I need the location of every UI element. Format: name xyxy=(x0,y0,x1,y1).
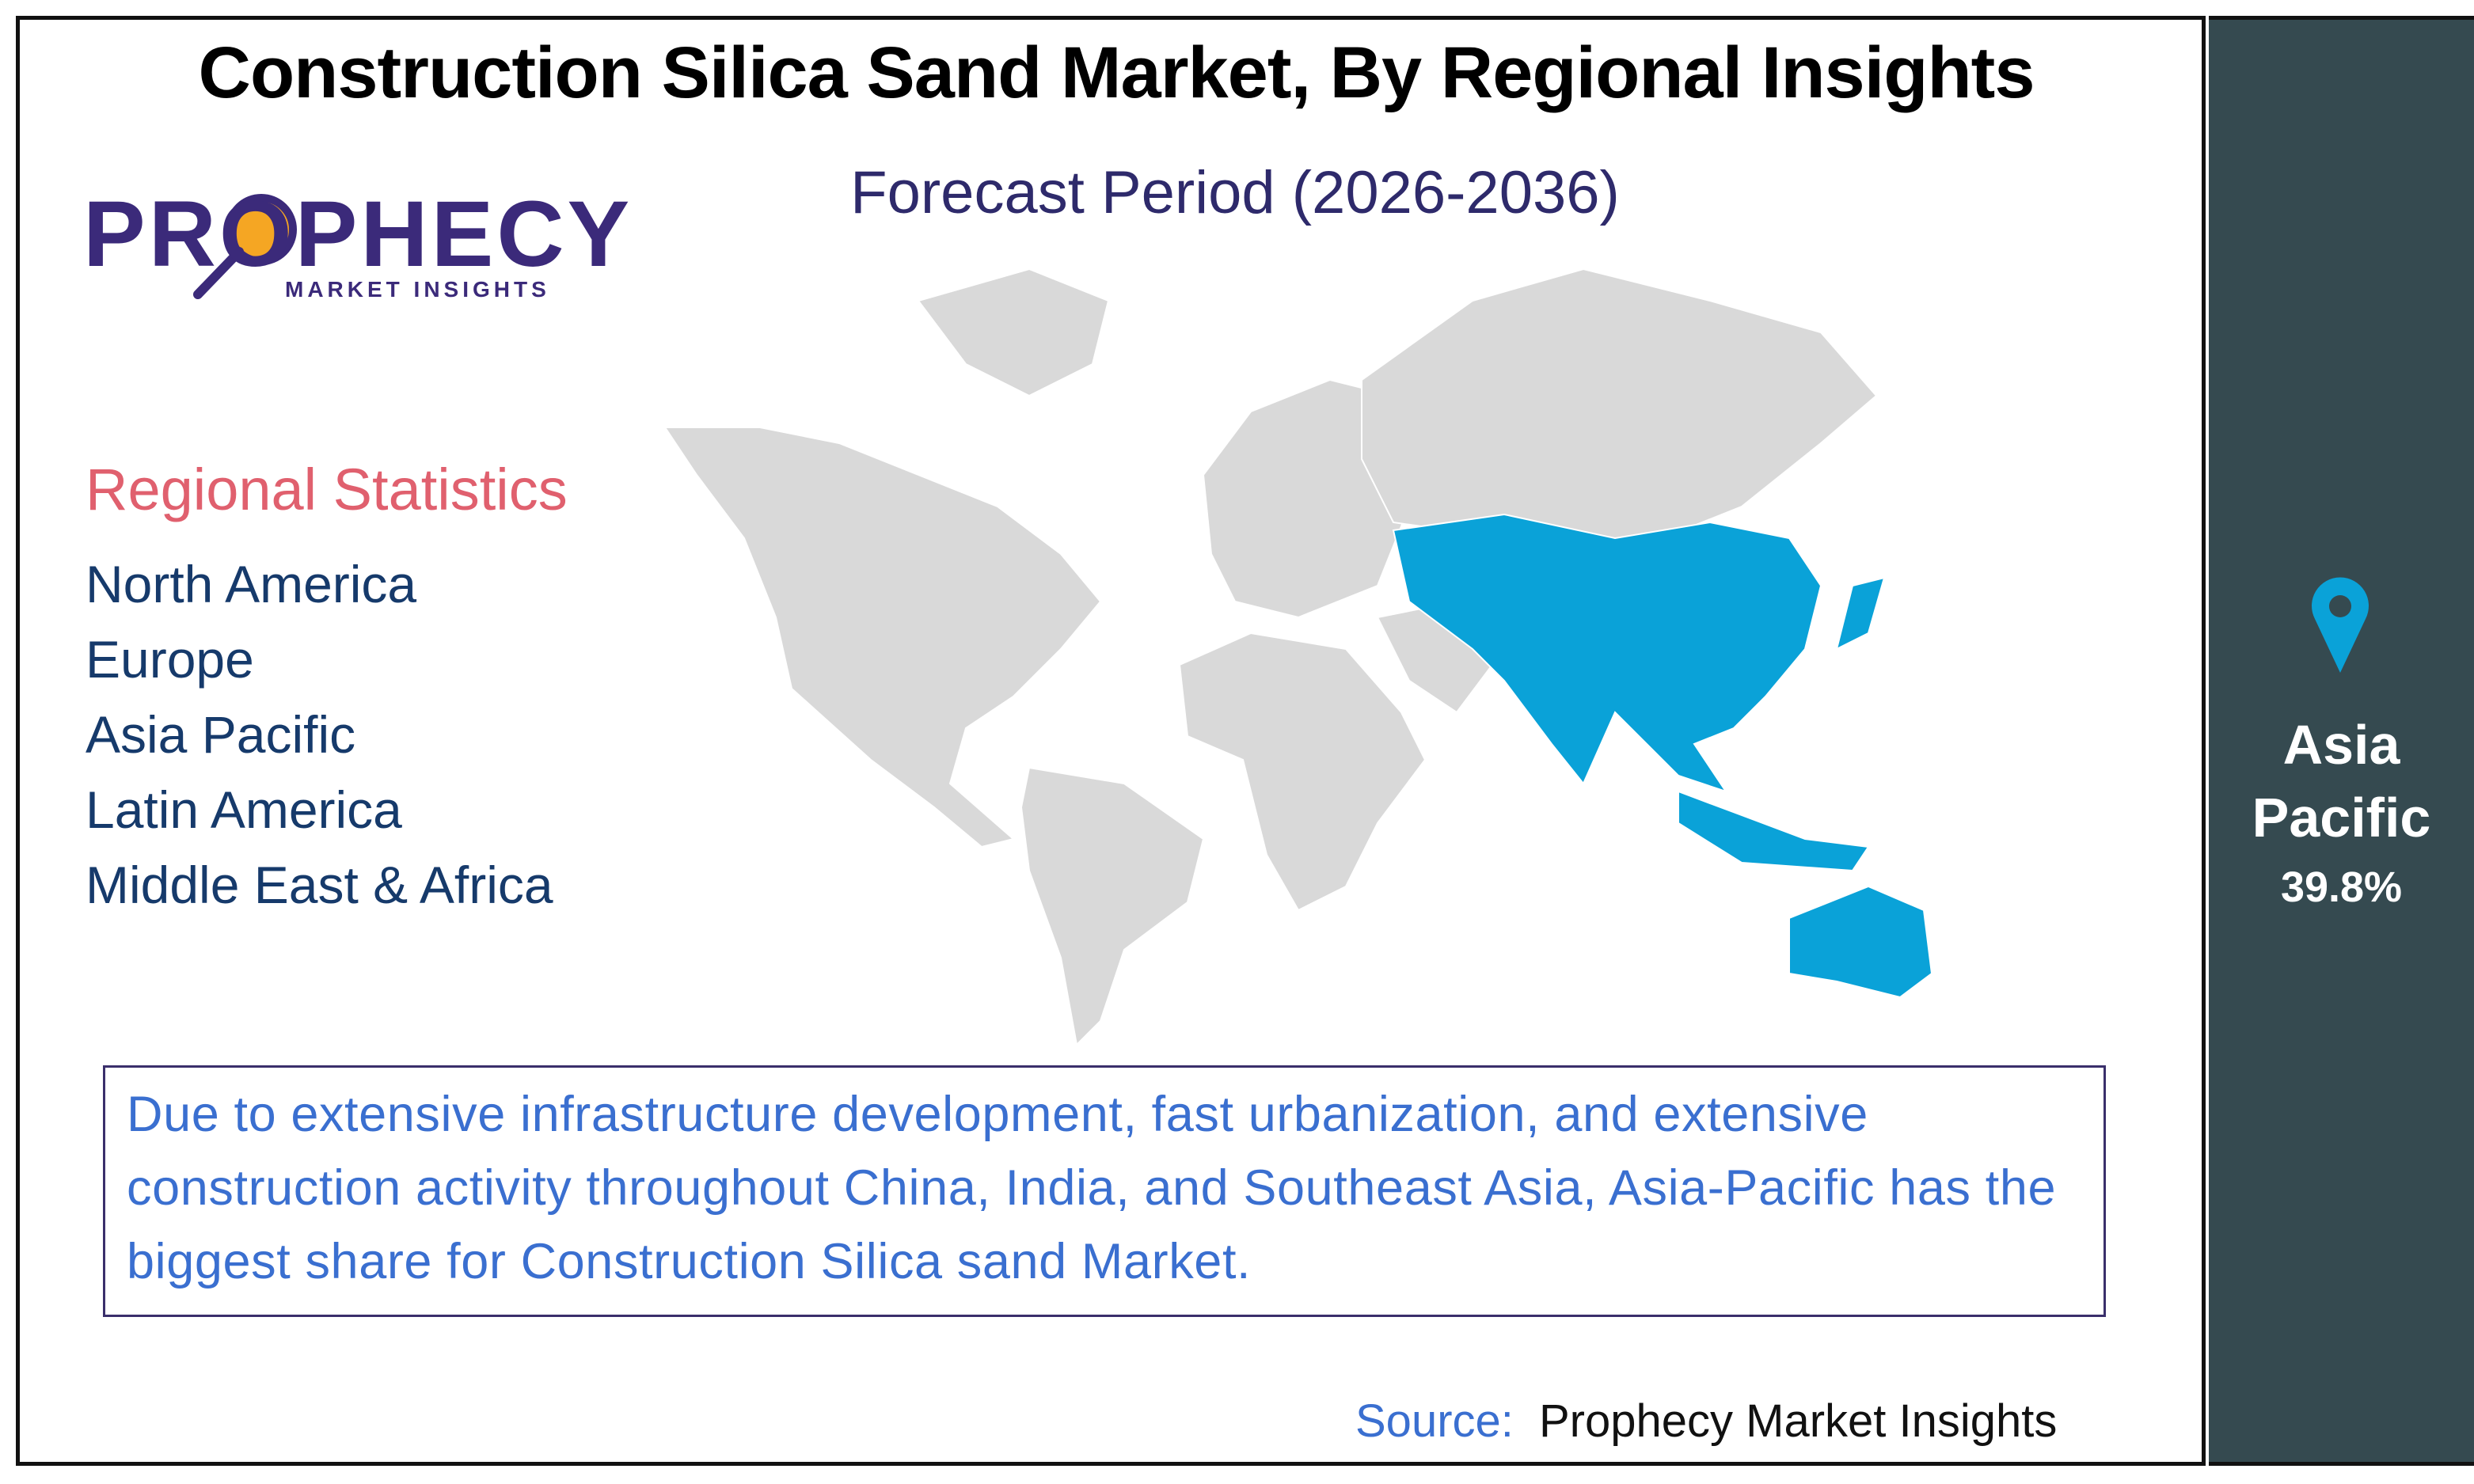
region-item: North America xyxy=(86,555,417,613)
region-item: Asia Pacific xyxy=(86,705,356,764)
world-map xyxy=(663,268,1878,1047)
japan xyxy=(1835,576,1886,651)
source-label: Source: xyxy=(1355,1395,1514,1447)
asia-mainland xyxy=(1392,513,1822,793)
indonesia xyxy=(1678,790,1870,872)
logo-icon xyxy=(226,194,297,265)
description: Due to extensive infrastructure developm… xyxy=(127,1087,2057,1289)
south-america xyxy=(1020,766,1205,1047)
europe xyxy=(1202,378,1411,619)
title: Construction Silica Sand Market, By Regi… xyxy=(198,32,2035,113)
location-pin-dot xyxy=(2329,595,2351,617)
location-pin xyxy=(2312,577,2369,673)
description-box xyxy=(103,1065,2106,1317)
north-asia xyxy=(1361,268,1878,539)
section-heading: Regional Statistics xyxy=(86,457,568,522)
subtitle: Forecast Period (2026-2036) xyxy=(850,159,1620,226)
region-item: Middle East & Africa xyxy=(86,856,553,914)
logo-name: PROPHECY xyxy=(83,182,633,287)
region-item: Europe xyxy=(86,630,254,689)
north-america xyxy=(663,427,1102,848)
greenland xyxy=(917,268,1110,397)
source-text: Prophecy Market Insights xyxy=(1539,1395,2058,1447)
highlight-region: Asia Pacific xyxy=(2252,714,2431,848)
region-item: Latin America xyxy=(86,780,402,839)
highlight-share: 39.8% xyxy=(2280,863,2403,911)
logo-icon-handle xyxy=(193,247,244,299)
frame xyxy=(16,16,2206,1466)
asia-pacific-region xyxy=(1392,513,1933,999)
africa xyxy=(1178,632,1427,912)
logo-tagline: MARKET INSIGHTS xyxy=(285,277,550,302)
australia xyxy=(1788,885,1933,999)
sidebar xyxy=(2209,16,2474,1466)
